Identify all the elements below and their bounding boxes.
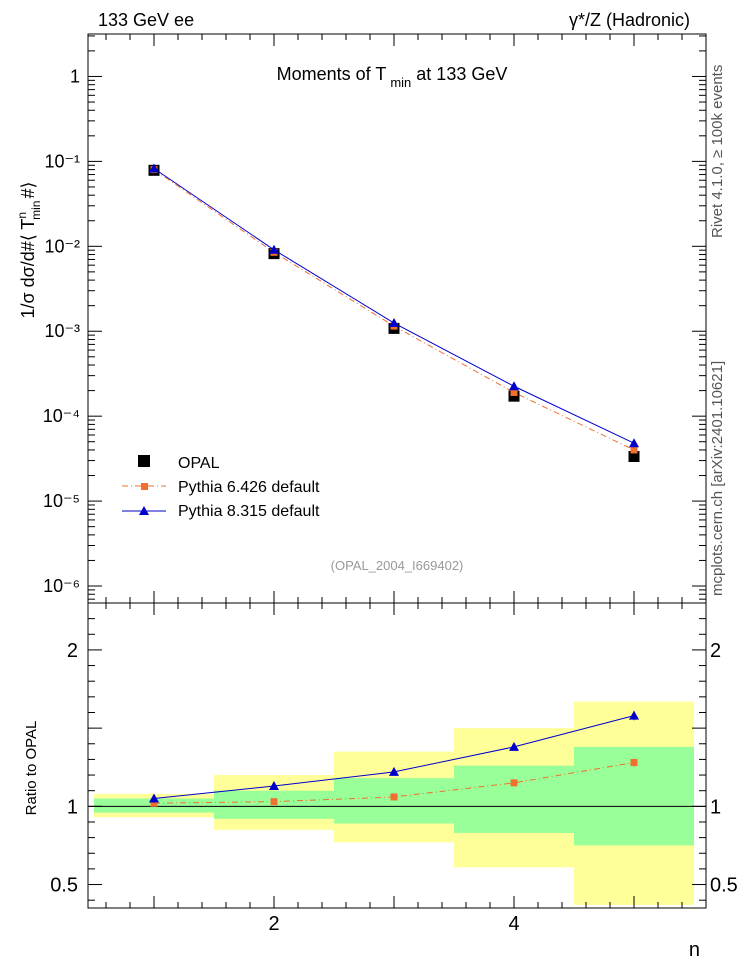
x-tick-label: 4 bbox=[508, 913, 519, 935]
ratio-pythia6-point bbox=[390, 793, 398, 801]
ratio-frame bbox=[87, 602, 707, 909]
ratio-green-band bbox=[334, 778, 454, 824]
ratio-y-axis: 0.5 0.5 1 1 2 2 bbox=[50, 618, 738, 901]
main-ylabel-3: #⟩ bbox=[18, 181, 38, 198]
ratio-y-tick-label-left: 2 bbox=[67, 640, 78, 662]
main-y-axis: 1 10⁻¹ 10⁻² 10⁻³ 10⁻⁴ 10⁻⁵ 10⁻⁶ bbox=[43, 35, 706, 600]
legend: OPAL Pythia 6.426 default Pythia 8.315 d… bbox=[122, 455, 320, 520]
main-ylabel-sub: min bbox=[29, 201, 43, 220]
opal-point bbox=[628, 450, 640, 462]
main-ylabel-sup: n bbox=[15, 212, 29, 219]
pythia6-line bbox=[153, 169, 635, 451]
analysis-id: (OPAL_2004_I669402) bbox=[331, 558, 464, 573]
legend-opal-marker bbox=[138, 455, 150, 467]
ratio-pythia6-line bbox=[153, 762, 635, 804]
ratio-pythia8-point bbox=[629, 710, 639, 720]
legend-pythia8-marker bbox=[139, 506, 149, 515]
main-ylabel: 1/σ dσ/d#⟨ Tnmin #⟩ bbox=[15, 181, 43, 318]
mcplots-label: mcplots.cern.ch [arXiv:2401.10621] bbox=[709, 361, 726, 596]
main-y-tick-label: 10⁻² bbox=[44, 236, 80, 256]
main-y-tick-label: 10⁻³ bbox=[44, 321, 80, 341]
chart-title-main: Moments of T bbox=[277, 64, 387, 84]
ratio-pythia8-point bbox=[509, 741, 519, 751]
main-y-tick-label: 10⁻⁶ bbox=[43, 576, 80, 596]
ratio-y-tick-label-left: 0.5 bbox=[50, 875, 78, 897]
main-ylabel-1: 1/σ dσ/d# bbox=[18, 241, 38, 318]
ratio-green-band bbox=[454, 765, 574, 833]
legend-pythia6-marker bbox=[141, 483, 148, 490]
ratio-pythia8-point bbox=[269, 781, 279, 790]
main-ylabel-2: ⟨ T bbox=[18, 219, 38, 242]
ratio-y-tick-label-right: 1 bbox=[710, 796, 721, 818]
pythia8-point bbox=[509, 381, 519, 391]
pythia8-point bbox=[269, 244, 279, 254]
chart-title-sub: min bbox=[390, 75, 411, 90]
main-y-tick-label: 10⁻⁵ bbox=[43, 491, 80, 511]
pythia8-point bbox=[629, 438, 639, 448]
legend-opal-label: OPAL bbox=[178, 455, 220, 472]
rivet-label: Rivet 4.1.0, ≥ 100k events bbox=[709, 65, 726, 238]
ratio-y-tick-label-right: 2 bbox=[710, 640, 721, 662]
pythia8-line bbox=[153, 168, 635, 444]
pythia6-point bbox=[630, 446, 638, 454]
ratio-pythia6-point bbox=[270, 798, 278, 806]
ratio-pythia6-point bbox=[630, 759, 638, 767]
ratio-pythia8-point bbox=[149, 793, 159, 803]
ratio-pythia6-point bbox=[150, 799, 158, 807]
main-data-layer bbox=[148, 163, 640, 462]
ratio-ylabel: Ratio to OPAL bbox=[23, 721, 40, 816]
legend-pythia8-label: Pythia 8.315 default bbox=[178, 503, 320, 520]
main-x-axis bbox=[105, 34, 683, 603]
main-y-tick-label: 1 bbox=[70, 66, 80, 86]
x-axis-label: n bbox=[689, 939, 700, 961]
header-right: γ*/Z (Hadronic) bbox=[569, 10, 690, 30]
main-y-tick-label: 10⁻¹ bbox=[44, 151, 80, 171]
opal-point bbox=[508, 390, 520, 402]
x-tick-label: 2 bbox=[268, 913, 279, 935]
chart-title-tail: at 133 GeV bbox=[411, 64, 507, 84]
ratio-y-tick-label-right: 0.5 bbox=[710, 875, 738, 897]
header-left: 133 GeV ee bbox=[98, 10, 194, 30]
ratio-y-tick-label-left: 1 bbox=[67, 796, 78, 818]
ratio-pythia8-point bbox=[389, 766, 399, 776]
legend-pythia6-label: Pythia 6.426 default bbox=[178, 479, 320, 496]
ratio-pythia6-point bbox=[510, 779, 518, 787]
main-y-tick-label: 10⁻⁴ bbox=[43, 406, 80, 426]
ratio-data-layer bbox=[88, 701, 706, 905]
pythia8-point bbox=[389, 318, 399, 328]
pythia6-point bbox=[510, 388, 518, 396]
pythia8-point bbox=[149, 163, 159, 173]
